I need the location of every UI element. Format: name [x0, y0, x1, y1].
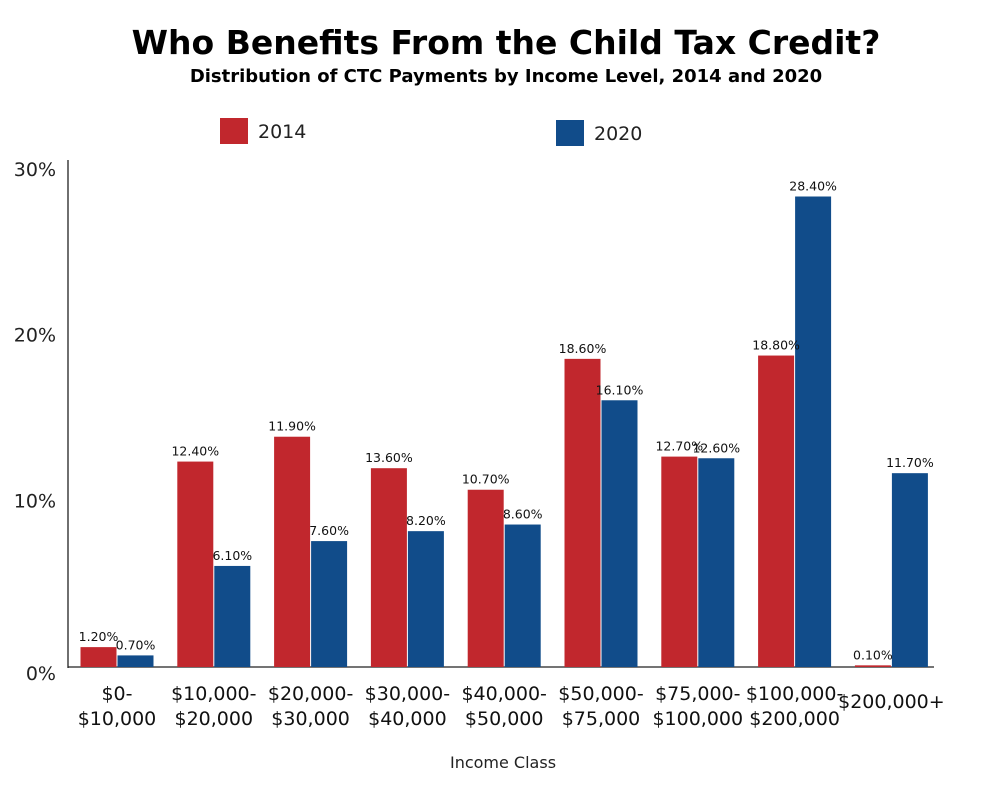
data-label-2014-5: 18.60%: [559, 341, 607, 356]
x-tick-label: $0-: [101, 683, 132, 705]
x-tick-label: $30,000-: [365, 683, 450, 705]
data-label-2014-7: 18.80%: [752, 338, 800, 353]
bar-2014-4: [467, 489, 504, 667]
bar-2014-2: [274, 436, 311, 667]
x-tick-labels: $0- $10,000 $10,000- $20,000 $20,000- $30,000…: [78, 683, 945, 730]
bar-2014-3: [370, 468, 407, 667]
bar-2014-1: [177, 461, 214, 667]
bar-2020-0: [117, 655, 154, 667]
data-label-2020-0: 0.70%: [116, 637, 156, 652]
x-tick-label: $20,000-: [268, 683, 353, 705]
bars: [80, 196, 928, 668]
y-tick-label: 20%: [14, 325, 56, 347]
data-label-2020-4: 8.60%: [503, 507, 543, 522]
bar-2020-8: [891, 473, 928, 667]
x-tick-label: $75,000-: [655, 683, 740, 705]
x-tick-label: $75,000: [562, 708, 641, 730]
x-tick-label: $40,000: [368, 708, 447, 730]
data-label-2020-6: 12.60%: [692, 440, 740, 455]
data-label-2014-1: 12.40%: [171, 444, 219, 459]
x-tick-label: $200,000: [749, 708, 840, 730]
bar-2014-7: [758, 355, 795, 667]
x-tick-label: $200,000+: [838, 691, 945, 713]
bar-2020-4: [504, 524, 541, 667]
data-label-2014-4: 10.70%: [462, 472, 510, 487]
y-tick-label: 0%: [26, 663, 56, 685]
legend: 2014 2020: [220, 118, 642, 146]
y-tick-label: 10%: [14, 490, 56, 512]
data-label-2014-3: 13.60%: [365, 450, 413, 465]
data-label-2020-5: 16.10%: [596, 382, 644, 397]
data-labels: 1.20%0.70% 12.40% 6.10% 11.90% 7.60% 13.60% 8.…: [79, 179, 934, 663]
legend-swatch-2014: [220, 118, 248, 144]
legend-label-2014: 2014: [258, 121, 306, 143]
x-tick-label: $100,000-: [746, 683, 844, 705]
data-label-2014-2: 11.90%: [268, 419, 316, 434]
x-tick-label: $50,000-: [558, 683, 643, 705]
bar-2020-1: [214, 565, 251, 667]
legend-swatch-2020: [556, 120, 584, 146]
y-axis: 0% 10% 20% 30%: [14, 159, 69, 685]
x-tick-label: $100,000: [652, 708, 743, 730]
bar-2020-7: [795, 196, 832, 668]
bar-2014-8: [854, 665, 891, 667]
data-label-2020-3: 8.20%: [406, 513, 446, 528]
bar-2014-0: [80, 647, 117, 667]
x-tick-label: $50,000: [465, 708, 544, 730]
x-axis-label: Income Class: [450, 753, 556, 772]
data-label-2014-8: 0.10%: [853, 647, 893, 662]
data-label-2020-7: 28.40%: [789, 179, 837, 194]
y-tick-labels: 0% 10% 20% 30%: [14, 159, 56, 685]
data-label-2020-1: 6.10%: [212, 548, 252, 563]
data-label-2014-0: 1.20%: [79, 629, 119, 644]
x-tick-label: $10,000-: [171, 683, 256, 705]
x-tick-label: $30,000: [271, 708, 350, 730]
data-label-2014-6: 12.70%: [655, 439, 703, 454]
chart-subtitle: Distribution of CTC Payments by Income L…: [190, 66, 822, 87]
y-tick-label: 30%: [14, 159, 56, 181]
bar-2014-6: [661, 456, 698, 667]
bar-2014-5: [564, 358, 601, 667]
x-tick-label: $40,000-: [461, 683, 546, 705]
bar-2020-6: [698, 458, 735, 667]
x-tick-label: $20,000: [175, 708, 254, 730]
bar-2020-2: [311, 541, 348, 667]
bar-2020-5: [601, 400, 638, 667]
bar-2020-3: [407, 531, 444, 667]
chart-title: Who Benefits From the Child Tax Credit?: [132, 23, 881, 62]
legend-label-2020: 2020: [594, 123, 642, 145]
data-label-2020-2: 7.60%: [309, 523, 349, 538]
data-label-2020-8: 11.70%: [886, 455, 934, 470]
x-tick-label: $10,000: [78, 708, 157, 730]
